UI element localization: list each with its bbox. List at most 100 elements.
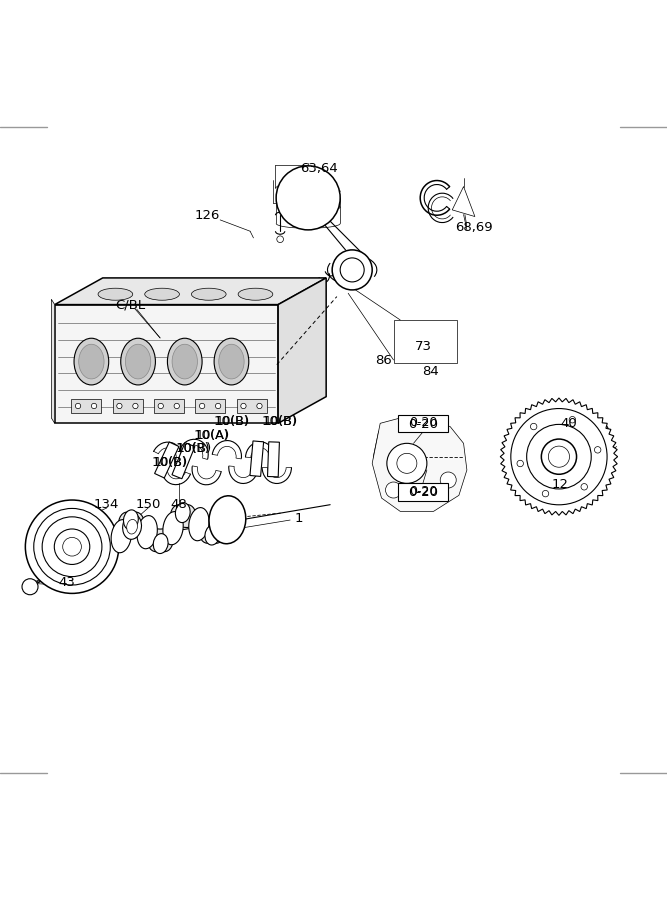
Text: 0-20: 0-20	[409, 486, 438, 500]
Circle shape	[386, 482, 402, 498]
Polygon shape	[374, 428, 446, 498]
Text: 10(B): 10(B)	[263, 416, 297, 428]
Text: 10(B): 10(B)	[262, 416, 298, 428]
Text: 10(B): 10(B)	[215, 416, 249, 428]
Circle shape	[223, 533, 228, 538]
Ellipse shape	[215, 504, 235, 536]
Ellipse shape	[214, 338, 249, 385]
Ellipse shape	[137, 516, 157, 549]
Polygon shape	[500, 398, 618, 516]
Polygon shape	[171, 505, 196, 527]
Circle shape	[54, 529, 90, 564]
Ellipse shape	[205, 525, 219, 545]
Ellipse shape	[123, 510, 138, 530]
Bar	[154, 399, 184, 413]
Circle shape	[215, 403, 221, 409]
Circle shape	[527, 425, 591, 489]
Text: 10(B): 10(B)	[152, 455, 188, 469]
Bar	[250, 441, 263, 476]
Text: 73: 73	[415, 340, 432, 353]
Circle shape	[397, 454, 417, 473]
Circle shape	[75, 403, 81, 409]
Circle shape	[548, 446, 570, 467]
Text: 48: 48	[170, 499, 187, 511]
Polygon shape	[278, 278, 326, 423]
Ellipse shape	[121, 338, 155, 385]
Ellipse shape	[127, 519, 137, 534]
Text: 84: 84	[422, 364, 439, 378]
Circle shape	[199, 403, 205, 409]
Text: 0-20: 0-20	[409, 485, 437, 498]
Circle shape	[217, 521, 222, 526]
Ellipse shape	[74, 338, 109, 385]
Bar	[155, 442, 179, 478]
Bar	[237, 399, 267, 413]
Ellipse shape	[145, 288, 179, 301]
Polygon shape	[51, 300, 55, 423]
Circle shape	[530, 423, 537, 430]
Text: C/BL: C/BL	[115, 298, 145, 311]
Bar	[267, 442, 279, 477]
Ellipse shape	[172, 344, 197, 379]
Circle shape	[542, 491, 549, 497]
Polygon shape	[147, 529, 173, 552]
Text: 126: 126	[194, 209, 219, 221]
FancyBboxPatch shape	[398, 415, 448, 432]
Circle shape	[25, 500, 119, 593]
Circle shape	[42, 517, 102, 577]
Ellipse shape	[175, 503, 190, 523]
Ellipse shape	[163, 511, 183, 544]
Circle shape	[231, 529, 236, 535]
Ellipse shape	[238, 288, 273, 301]
Circle shape	[511, 409, 607, 505]
Text: 63,64: 63,64	[300, 162, 338, 175]
Circle shape	[219, 505, 224, 510]
Text: 10(B): 10(B)	[214, 416, 250, 428]
Text: 10(A): 10(A)	[194, 428, 230, 442]
Text: 10(A): 10(A)	[195, 428, 229, 442]
Polygon shape	[119, 512, 144, 535]
Circle shape	[158, 403, 163, 409]
Circle shape	[340, 258, 364, 282]
Circle shape	[233, 513, 238, 518]
Circle shape	[581, 483, 588, 490]
Circle shape	[174, 403, 179, 409]
Polygon shape	[55, 304, 278, 423]
Circle shape	[133, 403, 138, 409]
Bar	[195, 399, 225, 413]
Circle shape	[332, 250, 372, 290]
Circle shape	[517, 460, 524, 467]
Bar	[113, 399, 143, 413]
Ellipse shape	[209, 496, 245, 544]
Ellipse shape	[111, 519, 131, 553]
Ellipse shape	[125, 344, 151, 379]
Circle shape	[34, 508, 110, 585]
Ellipse shape	[153, 534, 168, 554]
Circle shape	[91, 403, 97, 409]
Bar	[172, 443, 195, 479]
Text: 1: 1	[295, 511, 303, 525]
Circle shape	[117, 403, 122, 409]
Circle shape	[276, 166, 340, 230]
Circle shape	[440, 472, 456, 488]
Text: 134: 134	[94, 499, 119, 511]
Polygon shape	[55, 278, 326, 304]
Circle shape	[594, 446, 601, 453]
FancyBboxPatch shape	[398, 483, 448, 500]
Ellipse shape	[98, 288, 133, 301]
Ellipse shape	[219, 344, 244, 379]
Circle shape	[598, 425, 608, 436]
Ellipse shape	[123, 514, 141, 539]
Circle shape	[63, 537, 81, 556]
Bar	[71, 399, 101, 413]
Ellipse shape	[79, 344, 104, 379]
Text: 0-20: 0-20	[409, 416, 437, 429]
Text: 40: 40	[560, 417, 577, 430]
Circle shape	[241, 403, 246, 409]
Circle shape	[257, 403, 262, 409]
Ellipse shape	[191, 288, 226, 301]
Text: 10(B): 10(B)	[177, 442, 210, 455]
Circle shape	[387, 444, 427, 483]
Polygon shape	[372, 418, 467, 511]
Circle shape	[22, 579, 38, 595]
